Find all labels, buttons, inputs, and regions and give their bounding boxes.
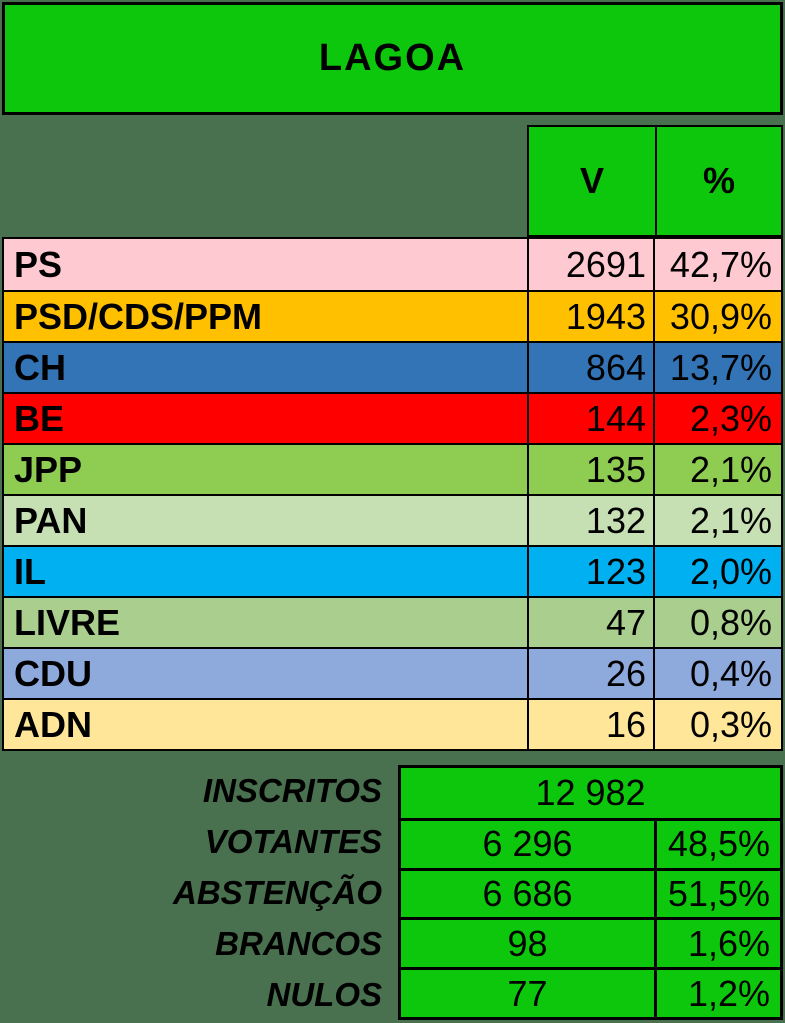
party-percent-cell: 2,1% [653,445,781,494]
summary-table: 12 982 6 296 48,5% 6 686 51,5% 98 1,6% 7… [398,765,783,1020]
results-column-header: V % [527,125,783,237]
table-row-livre: LIVRE 47 0,8% [4,596,781,647]
party-name-cell: ADN [14,703,92,745]
column-header-votes: V [529,127,655,235]
party-votes-cell: 864 [527,343,653,392]
party-percent-cell: 42,7% [653,239,781,290]
summary-row-nulos: 77 1,2% [401,967,780,1017]
party-votes-cell: 2691 [527,239,653,290]
summary-label-votantes: VOTANTES [204,822,382,860]
table-row-ch: CH 864 13,7% [4,341,781,392]
table-row-jpp: JPP 135 2,1% [4,443,781,494]
party-votes-cell: 123 [527,547,653,596]
summary-row-abstencao: 6 686 51,5% [401,867,780,918]
party-percent-cell: 2,0% [653,547,781,596]
table-row-pan: PAN 132 2,1% [4,494,781,545]
summary-value-cell: 6 686 [482,872,573,914]
party-percent-cell: 0,3% [653,700,781,749]
party-results-table: PS 2691 42,7% PSD/CDS/PPM 1943 30,9% CH … [2,237,783,751]
column-header-percent: % [655,127,781,235]
summary-label-abstencao: ABSTENÇÃO [172,873,382,911]
party-name-cell: CDU [14,652,92,694]
summary-value-cell: 6 296 [482,823,573,865]
party-votes-cell: 47 [527,598,653,647]
table-row-adn: ADN 16 0,3% [4,698,781,749]
title-banner: LAGOA [2,2,783,115]
summary-label-brancos: BRANCOS [215,924,382,962]
party-name-cell: PSD/CDS/PPM [14,295,263,337]
summary-label-inscritos: INSCRITOS [202,771,382,809]
party-name-cell: JPP [14,448,83,490]
party-percent-cell: 13,7% [653,343,781,392]
table-row-psd-cds-ppm: PSD/CDS/PPM 1943 30,9% [4,290,781,341]
party-name-cell: BE [14,397,65,439]
summary-value-cell: 98 [507,922,548,964]
party-name-cell: CH [14,346,66,388]
summary-percent-cell: 1,6% [654,920,780,968]
summary-percent-cell: 51,5% [654,870,780,918]
summary-row-inscritos: 12 982 [401,768,780,818]
party-votes-cell: 135 [527,445,653,494]
party-percent-cell: 2,3% [653,394,781,443]
party-name-cell: PAN [14,499,88,541]
party-votes-cell: 132 [527,496,653,545]
party-votes-cell: 26 [527,649,653,698]
party-name-cell: LIVRE [14,601,121,643]
summary-value-cell: 77 [507,972,548,1014]
summary-row-brancos: 98 1,6% [401,917,780,968]
party-percent-cell: 0,8% [653,598,781,647]
page-title: LAGOA [318,37,467,79]
table-row-cdu: CDU 26 0,4% [4,647,781,698]
table-row-ps: PS 2691 42,7% [4,239,781,290]
party-percent-cell: 30,9% [653,292,781,341]
party-name-cell: PS [14,243,63,285]
summary-percent-cell: 1,2% [654,970,780,1017]
party-name-cell: IL [14,550,46,592]
table-row-il: IL 123 2,0% [4,545,781,596]
table-row-be: BE 144 2,3% [4,392,781,443]
summary-labels: INSCRITOS VOTANTES ABSTENÇÃO BRANCOS NUL… [0,765,390,1020]
summary-percent-cell: 48,5% [654,820,780,868]
party-percent-cell: 0,4% [653,649,781,698]
summary-value-cell: 12 982 [535,771,646,813]
party-votes-cell: 1943 [527,292,653,341]
summary-label-nulos: NULOS [266,975,383,1013]
summary-row-votantes: 6 296 48,5% [401,817,780,868]
party-votes-cell: 16 [527,700,653,749]
party-votes-cell: 144 [527,394,653,443]
party-percent-cell: 2,1% [653,496,781,545]
